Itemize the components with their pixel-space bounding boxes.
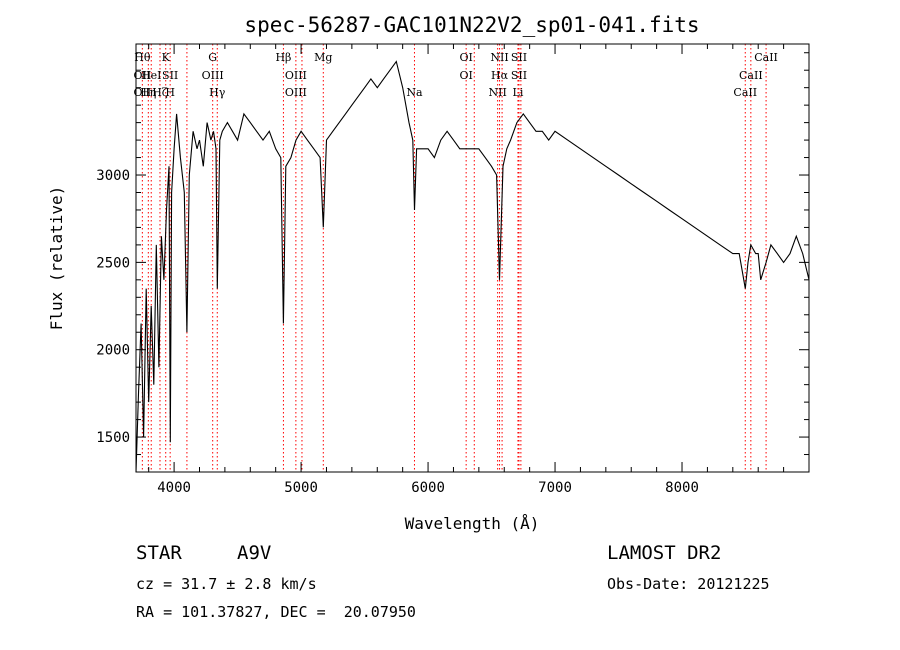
line-label: CaII: [739, 69, 763, 82]
x-tick-label: 8000: [665, 480, 699, 496]
line-label: Hη: [140, 86, 156, 99]
x-tick-label: 7000: [538, 480, 572, 496]
obs-date: Obs-Date: 20121225: [607, 575, 770, 593]
line-label: OIII: [285, 69, 307, 82]
line-label: Hβ: [275, 51, 291, 64]
line-label: CaII: [733, 86, 757, 99]
x-axis-label: Wavelength (Å): [405, 514, 540, 533]
line-label: OIII: [285, 86, 307, 99]
line-label: NII: [488, 86, 506, 99]
line-markers: [141, 44, 767, 472]
line-label: OII: [133, 86, 151, 99]
line-label: Hζ: [152, 86, 168, 99]
line-label: OIII: [202, 69, 224, 82]
line-label: HeI: [141, 69, 161, 82]
spectrum-line: [135, 60, 810, 473]
y-tick-label: 2000: [96, 343, 130, 359]
survey-name: LAMOST DR2: [607, 542, 722, 564]
line-label: SII: [511, 69, 527, 82]
ra-dec-text: RA = 101.37827, DEC = 20.07950: [136, 603, 416, 621]
line-label: CaII: [754, 51, 778, 64]
y-tick-label: 2500: [96, 255, 130, 271]
x-tick-label: 5000: [284, 480, 318, 496]
y-axis-label: Flux (relative): [47, 186, 66, 331]
line-label: SII: [162, 69, 178, 82]
line-labels: HθOIIOIIHηHeIHζKSIIHGOIIIHγHβOIIIOIIIMgN…: [133, 51, 777, 99]
x-tick-label: 6000: [411, 480, 445, 496]
line-label: G: [208, 51, 217, 64]
object-subclass: A9V: [237, 542, 272, 564]
line-label: K: [162, 51, 171, 64]
line-label: Na: [406, 86, 423, 99]
plot-frame: [135, 43, 810, 473]
line-label: OII: [133, 69, 151, 82]
chart-title: spec-56287-GAC101N22V2_sp01-041.fits: [244, 13, 699, 37]
line-label: OI: [459, 69, 472, 82]
x-axis-ticks: 4000 5000 6000 7000 8000: [148, 44, 785, 496]
line-label: H: [165, 86, 175, 99]
line-label: Hγ: [209, 86, 226, 99]
line-label: Hα: [491, 69, 509, 82]
y-tick-label: 3000: [96, 168, 130, 184]
x-tick-label: 4000: [157, 480, 191, 496]
line-label: Mg: [314, 51, 332, 64]
object-class: STAR: [136, 542, 182, 564]
line-label: NII: [490, 51, 508, 64]
line-label: Li: [513, 86, 524, 99]
line-label: Hθ: [134, 51, 151, 64]
line-label: OI: [459, 51, 472, 64]
y-tick-label: 1500: [96, 430, 130, 446]
redshift-text: cz = 31.7 ± 2.8 km/s: [136, 575, 317, 593]
line-label: SII: [511, 51, 527, 64]
y-axis-ticks: 1500 2000 2500 3000: [96, 52, 809, 456]
